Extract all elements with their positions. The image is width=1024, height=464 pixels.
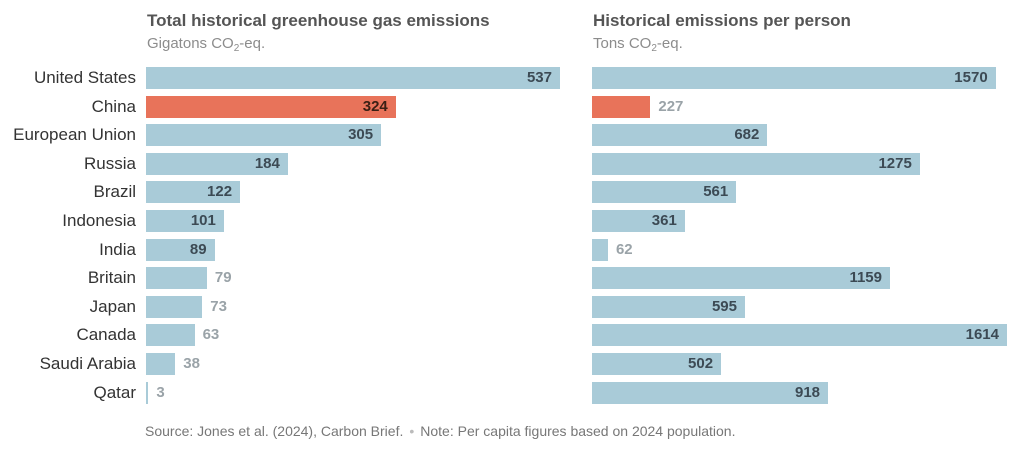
data-label: 537 — [526, 69, 552, 86]
bar — [146, 152, 288, 175]
footer-separator: • — [409, 423, 415, 439]
bar — [146, 238, 215, 261]
bar — [146, 295, 203, 318]
data-label: 682 — [734, 126, 760, 144]
chart-subtitle-total: Gigatons CO2-eq. — [147, 35, 265, 54]
data-label: 38 — [183, 355, 200, 372]
chart-title-total: Total historical greenhouse gas emission… — [147, 11, 490, 30]
data-label: 3 — [156, 383, 165, 401]
bar — [592, 267, 890, 290]
category-label: United States — [33, 68, 136, 87]
bar — [146, 381, 149, 404]
data-label: 73 — [210, 297, 227, 315]
data-label: 62 — [615, 240, 633, 258]
data-label: 918 — [795, 383, 821, 401]
bar — [592, 238, 608, 261]
category-label: Brazil — [93, 182, 136, 202]
category-label: Canada — [76, 325, 136, 345]
bar — [592, 152, 920, 175]
subtitle-unit-subscript: 2 — [651, 43, 657, 54]
bar — [146, 353, 176, 375]
source-note: Source: Jones et al. (2024), Carbon Brie… — [145, 423, 404, 439]
data-label: 101 — [190, 212, 216, 229]
bar — [146, 95, 396, 118]
subtitle-unit-suffix: -eq. — [656, 35, 683, 52]
data-label: 89 — [189, 240, 207, 258]
category-label: Britain — [87, 268, 136, 288]
category-label: Saudi Arabia — [39, 354, 136, 373]
bar — [592, 210, 685, 232]
bar — [146, 67, 560, 89]
bar — [592, 67, 996, 89]
chart-footer: Source: Jones et al. (2024), Carbon Brie… — [145, 423, 735, 439]
bar — [592, 124, 768, 147]
data-label: 561 — [703, 183, 729, 201]
category-label: India — [99, 239, 136, 259]
subtitle-unit-subscript: 2 — [233, 43, 240, 54]
chart-title-per-person: Historical emissions per person — [593, 11, 851, 30]
data-label: 1159 — [849, 269, 882, 287]
data-label: 324 — [362, 97, 388, 115]
data-label: 305 — [348, 126, 374, 144]
chart-subtitle-per-person: Tons CO2-eq. — [593, 35, 683, 54]
population-note: Note: Per capita figures based on 2024 p… — [420, 423, 736, 439]
subtitle-unit-suffix: -eq. — [239, 35, 266, 52]
bar — [592, 181, 737, 204]
bar — [592, 295, 745, 318]
bar — [592, 95, 651, 118]
category-label: China — [91, 96, 136, 116]
data-label: 227 — [658, 97, 684, 115]
category-label: European Union — [13, 125, 136, 145]
data-label: 79 — [214, 269, 232, 287]
category-label: Japan — [89, 296, 136, 316]
bar — [592, 324, 1007, 347]
data-label: 184 — [254, 154, 280, 172]
data-label: 502 — [688, 355, 714, 372]
category-label: Indonesia — [62, 211, 136, 230]
bar — [146, 324, 195, 347]
subtitle-unit-prefix: Tons CO — [593, 35, 652, 52]
data-label: 1275 — [878, 154, 912, 172]
data-label: 1570 — [954, 69, 988, 86]
bar — [592, 381, 829, 404]
data-label: 595 — [711, 297, 737, 315]
bar — [592, 353, 722, 375]
category-label: Russia — [84, 153, 136, 173]
data-label: 122 — [207, 183, 233, 201]
bar — [146, 210, 224, 232]
data-label: 63 — [202, 326, 220, 344]
data-label: 361 — [651, 212, 677, 229]
category-label: Qatar — [93, 382, 136, 402]
bar — [146, 267, 207, 290]
bar — [146, 181, 241, 204]
data-label: 1614 — [965, 326, 999, 344]
subtitle-unit-prefix: Gigatons CO — [147, 35, 234, 52]
bar — [146, 124, 382, 147]
